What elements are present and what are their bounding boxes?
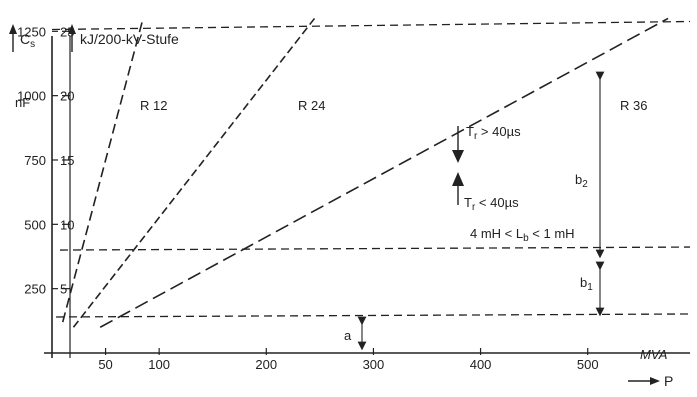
- label-tr-below: Tr < 40µs: [464, 195, 519, 213]
- x-tick-label: 50: [98, 357, 112, 372]
- series-line: [99, 17, 669, 328]
- y-axis-unit: nF: [15, 95, 30, 110]
- series-label-r12: R 12: [140, 98, 167, 113]
- tr-arrow-up: [452, 172, 464, 186]
- y-tick-label: 750: [24, 153, 46, 168]
- y2-tick-label: 5: [60, 282, 67, 297]
- y2-tick-label: 15: [60, 153, 74, 168]
- x-axis-unit: MVA: [640, 347, 667, 362]
- x-axis-title: P: [664, 373, 673, 389]
- reference-line: [59, 246, 691, 251]
- label-a: a: [344, 328, 352, 343]
- y2-tick-label: 10: [60, 217, 74, 232]
- reference-line: [55, 313, 691, 318]
- tr-arrow-down: [452, 150, 464, 163]
- y2-tick-label: 25: [60, 24, 74, 39]
- reference-lines: [51, 20, 691, 318]
- y-axis-title: Cs: [20, 31, 35, 50]
- y-axis-2-ticks: 5 10 15 20 25: [60, 24, 74, 296]
- x-tick-label: 300: [363, 357, 385, 372]
- label-inductance: 4 mH < Lb < 1 mH: [470, 226, 575, 244]
- x-tick-label: 500: [577, 357, 599, 372]
- x-tick-label: 200: [255, 357, 277, 372]
- label-tr-above: Tr > 40µs: [466, 124, 521, 142]
- reference-line: [51, 20, 691, 31]
- label-b2: b2: [575, 172, 588, 190]
- x-axis-ticks: 50 100 200 300 400 500: [98, 348, 599, 372]
- y-tick-label: 500: [24, 217, 46, 232]
- series-line: [72, 17, 316, 328]
- y-axis-arrow: [9, 24, 17, 34]
- y-axis-ticks: 250 500 750 1000 1250: [17, 24, 58, 297]
- series-lines: [61, 17, 669, 328]
- series-line: [61, 18, 144, 323]
- series-label-r24: R 24: [298, 98, 325, 113]
- x-tick-label: 400: [470, 357, 492, 372]
- series-label-r36: R 36: [620, 98, 647, 113]
- label-b1: b1: [580, 275, 593, 293]
- y-tick-label: 1000: [17, 89, 46, 104]
- y2-tick-label: 20: [60, 89, 74, 104]
- x-tick-label: 100: [148, 357, 170, 372]
- y-tick-label: 1250: [17, 24, 46, 39]
- y-axis-2-title: kJ/200-kV-Stufe: [80, 31, 179, 47]
- y-tick-label: 250: [24, 282, 46, 297]
- x-axis-arrow: [650, 377, 660, 385]
